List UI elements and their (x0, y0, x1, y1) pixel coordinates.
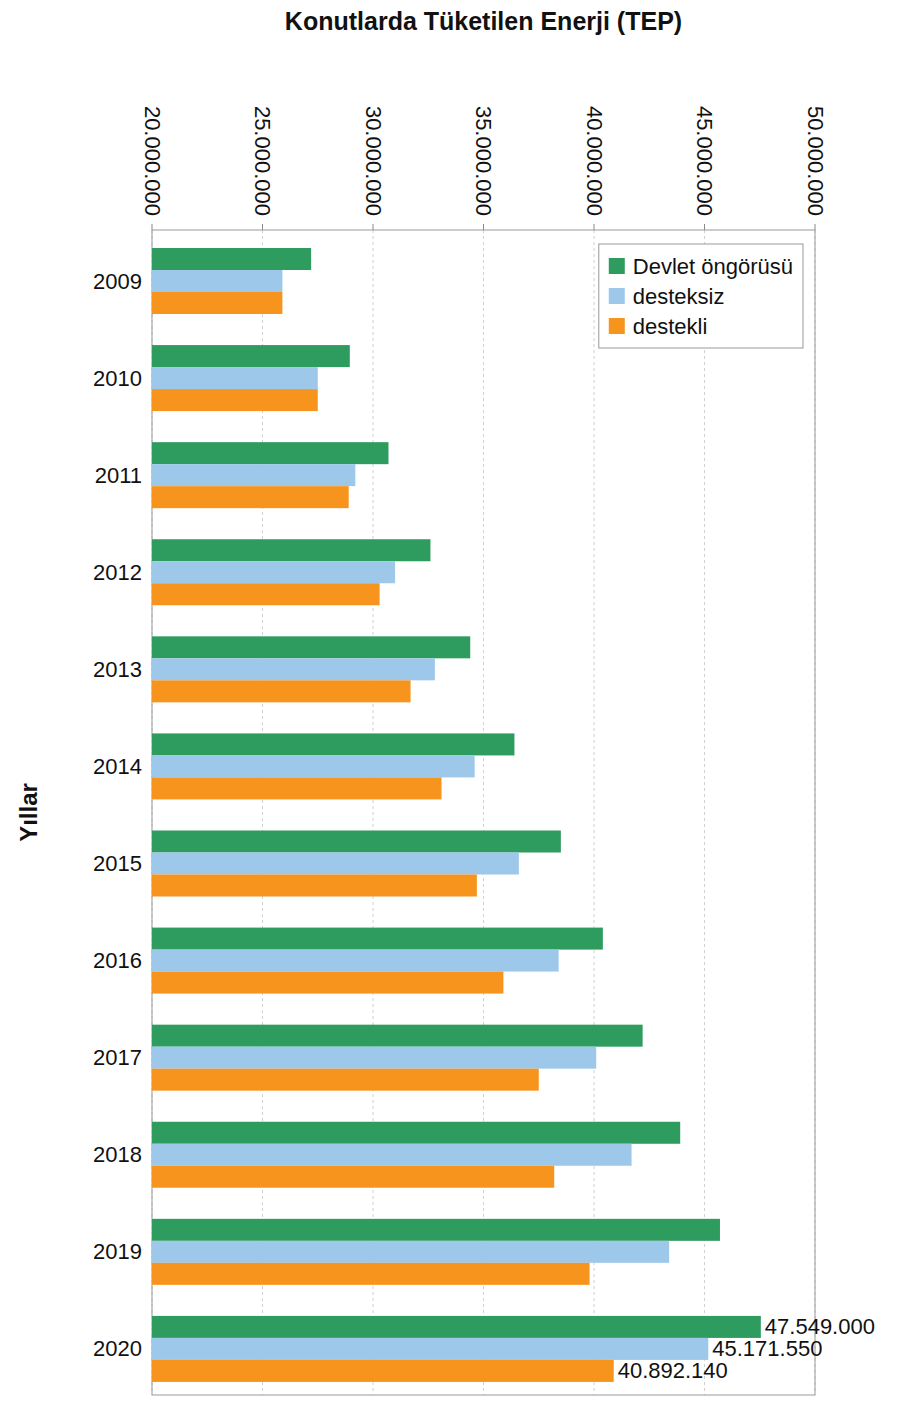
axis-title: Konutlarda Tüketilen Enerji (TEP) (285, 7, 682, 35)
data-labels: 47.549.00045.171.55040.892.140 (618, 1314, 875, 1383)
grid (152, 230, 815, 1395)
bar (152, 464, 355, 486)
plot-frame (152, 230, 815, 1395)
tick-label: 35.000.000 (471, 106, 496, 216)
tick-label: 25.000.000 (250, 106, 275, 216)
tick-label: 50.000.000 (803, 106, 828, 216)
bar (152, 583, 380, 605)
bar (152, 875, 477, 897)
bar (152, 950, 559, 972)
category-label: 2019 (93, 1239, 142, 1264)
bar (152, 831, 561, 853)
category-label: 2014 (93, 754, 142, 779)
category-label: 2016 (93, 948, 142, 973)
bar (152, 680, 411, 702)
data-label: 40.892.140 (618, 1358, 728, 1383)
bar (152, 928, 603, 950)
bars (152, 248, 761, 1382)
category-label: 2018 (93, 1142, 142, 1167)
bar (152, 270, 282, 292)
bar (152, 248, 311, 270)
bar (152, 1263, 590, 1285)
bar (152, 1069, 539, 1091)
legend-swatch (609, 288, 625, 304)
category-label: 2017 (93, 1045, 142, 1070)
bar (152, 1338, 708, 1360)
axis-title: Yıllar (15, 783, 42, 842)
legend-swatch (609, 258, 625, 274)
bar (152, 367, 318, 389)
bar (152, 658, 435, 680)
legend-label: desteksiz (633, 284, 725, 309)
bar (152, 636, 470, 658)
bar (152, 292, 282, 314)
bar (152, 853, 519, 875)
bar (152, 345, 350, 367)
tick-mark (373, 224, 374, 230)
bar (152, 1241, 669, 1263)
legend-box (599, 244, 803, 348)
legend-swatch (609, 318, 625, 334)
bar (152, 1166, 554, 1188)
bar (152, 777, 442, 799)
tick-mark (483, 224, 484, 230)
category-label: 2020 (93, 1336, 142, 1361)
chart: Konutlarda Tüketilen Enerji (TEP) 20.000.… (0, 0, 920, 1406)
bar (152, 733, 514, 755)
tick-mark (594, 224, 595, 230)
bar (152, 1047, 596, 1069)
bar (152, 972, 503, 994)
tick-label: 40.000.000 (582, 106, 607, 216)
bar (152, 1360, 614, 1382)
legend-label: Devlet öngörüsü (633, 254, 793, 279)
legend-label: destekli (633, 314, 708, 339)
tick-label: 45.000.000 (692, 106, 717, 216)
tick-mark (815, 224, 816, 230)
category-label: 2010 (93, 366, 142, 391)
tick-mark (262, 224, 263, 230)
legend: Devlet öngörüsü desteksiz destekli (599, 244, 803, 348)
tick-label: 30.000.000 (361, 106, 386, 216)
tick-mark (704, 224, 705, 230)
bar (152, 755, 475, 777)
tick-label: 20.000.000 (140, 106, 165, 216)
data-label: 45.171.550 (712, 1336, 822, 1361)
category-label: 2009 (93, 269, 142, 294)
bar (152, 442, 388, 464)
category-label: 2015 (93, 851, 142, 876)
bar (152, 1219, 720, 1241)
bar (152, 486, 349, 508)
tick-mark (152, 224, 153, 230)
bar (152, 1316, 761, 1338)
bar (152, 561, 395, 583)
bar (152, 539, 430, 561)
category-label: 2011 (95, 463, 142, 488)
bar (152, 1122, 680, 1144)
category-label: 2012 (93, 560, 142, 585)
bar (152, 1144, 632, 1166)
bar (152, 389, 318, 411)
bar (152, 1025, 643, 1047)
category-label: 2013 (93, 657, 142, 682)
